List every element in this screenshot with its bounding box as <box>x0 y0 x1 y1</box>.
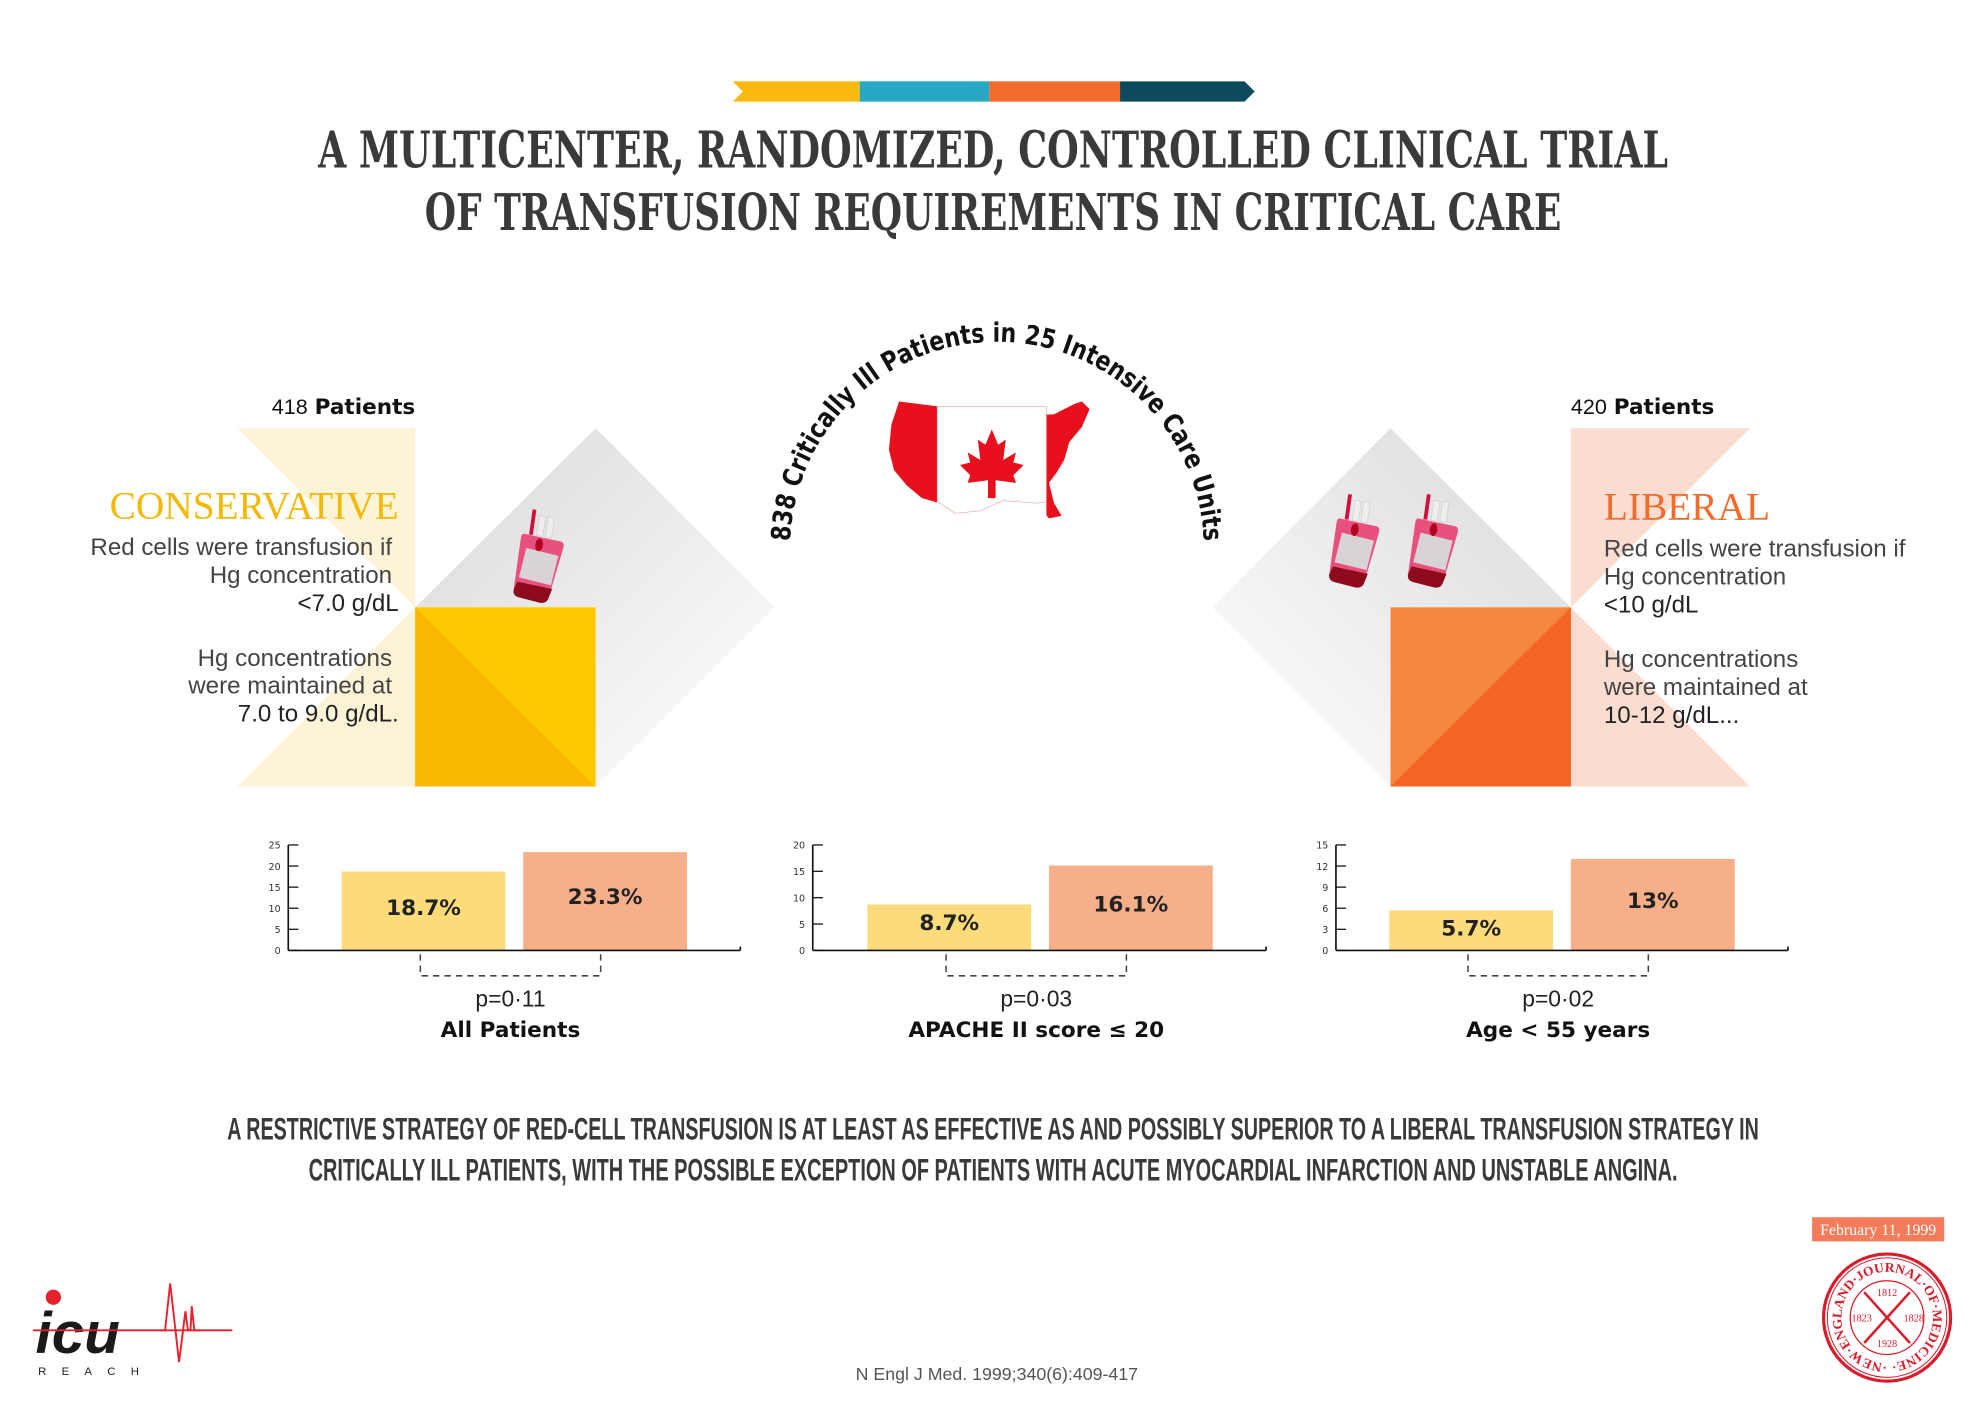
bar <box>867 904 1032 951</box>
icu-reach-logo: icu REACH <box>33 1283 233 1378</box>
bar <box>1048 865 1213 951</box>
seal-year: 1812 <box>1877 1288 1897 1299</box>
bar <box>523 852 688 951</box>
y-tick-label: 0 <box>275 946 281 957</box>
bar-value-label: 5.7% <box>1441 917 1501 942</box>
square-shade <box>1390 607 1571 787</box>
bar-value-label: 23.3% <box>568 885 643 910</box>
y-tick-label: 5 <box>275 925 281 936</box>
p-value: p=0·03 <box>1000 985 1072 1011</box>
chart-xlabel: APACHE II score ≤ 20 <box>908 1018 1164 1043</box>
conservative-panel: 418 Patients CONSERVATIVE Red cells were… <box>90 394 775 787</box>
conservative-target: Hg concentrations were maintained at 7.0… <box>187 645 398 728</box>
y-tick-label: 12 <box>1316 862 1328 873</box>
color-bar-segment <box>1120 81 1255 102</box>
bar <box>1570 859 1735 951</box>
canada-map-icon <box>888 401 1090 519</box>
conservative-criteria: Red cells were transfusion if Hg concent… <box>90 534 398 617</box>
y-tick-label: 5 <box>799 920 805 931</box>
bar-chart: 5.7% 13% 0 3 6 9 12 15 p=0·02 Age < 55 years <box>1316 841 1789 1043</box>
liberal-criteria: Red cells were transfusion if Hg concent… <box>1604 536 1912 619</box>
conclusion-line1: A RESTRICTIVE STRATEGY OF RED-CELL TRANS… <box>227 1111 1758 1147</box>
y-tick-label: 15 <box>269 883 281 894</box>
citation: N Engl J Med. 1999;340(6):409-417 <box>856 1364 1138 1384</box>
date-text: February 11, 1999 <box>1820 1222 1936 1239</box>
page-title-line2: OF TRANSFUSION REQUIREMENTS IN CRITICAL … <box>425 182 1562 242</box>
logo-text: icu <box>36 1301 120 1366</box>
logo-subtext: REACH <box>38 1366 154 1378</box>
y-tick-label: 6 <box>1322 904 1328 915</box>
seal-year: 1823 <box>1852 1313 1872 1324</box>
significance-bracket <box>1467 954 1650 977</box>
y-tick-label: 20 <box>793 841 805 852</box>
y-tick-label: 0 <box>799 946 805 957</box>
color-bar-segment <box>859 81 990 102</box>
bar-value-label: 18.7% <box>386 896 461 921</box>
conservative-backdrop <box>237 428 416 787</box>
liberal-title: LIBERAL <box>1604 485 1770 529</box>
bar-charts: 18.7% 23.3% 0 5 10 15 20 25 p=0·11 All Patients 8.… <box>269 841 1789 1043</box>
bar-value-label: 13% <box>1627 889 1679 914</box>
page-title-line1: A MULTICENTER, RANDOMIZED, CONTROLLED CL… <box>317 120 1668 180</box>
nejm-seal-logo: ·NEW·ENGLAND·JOURNAL·OF·MEDICINE· 1812 1… <box>1821 1252 1953 1383</box>
color-bar <box>732 81 1255 102</box>
seal-year: 1828 <box>1904 1313 1924 1324</box>
p-value: p=0·11 <box>475 985 545 1011</box>
bar <box>341 871 506 951</box>
significance-bracket <box>419 954 602 977</box>
liberal-target: Hg concentrations were maintained at 10-… <box>1603 646 1814 729</box>
y-tick-label: 10 <box>269 904 281 915</box>
y-tick-label: 20 <box>269 862 281 873</box>
y-tick-label: 10 <box>793 893 805 904</box>
bar-value-label: 8.7% <box>919 911 979 936</box>
y-tick-label: 25 <box>269 841 281 852</box>
conclusion-line2: CRITICALLY ILL PATIENTS, WITH THE POSSIB… <box>309 1151 1678 1187</box>
liberal-patient-count: 420 Patients <box>1571 394 1715 420</box>
square-shade <box>415 607 596 787</box>
y-tick-label: 0 <box>1322 946 1328 957</box>
y-tick-label: 15 <box>793 867 805 878</box>
bar-chart: 8.7% 16.1% 0 5 10 15 20 p=0·03 APACHE II score ≤… <box>793 841 1267 1043</box>
y-tick-label: 9 <box>1322 883 1328 894</box>
seal-year: 1928 <box>1877 1339 1897 1350</box>
conservative-title: CONSERVATIVE <box>110 483 399 527</box>
liberal-backdrop <box>1570 428 1750 787</box>
conservative-patient-count: 418 Patients <box>272 394 416 420</box>
liberal-panel: 420 Patients LIBERAL Red cells were tran… <box>1212 394 1912 787</box>
color-bar-segment <box>989 81 1121 102</box>
bar-value-label: 16.1% <box>1093 892 1168 917</box>
y-tick-label: 15 <box>1316 841 1328 852</box>
chart-xlabel: Age < 55 years <box>1466 1018 1650 1043</box>
significance-bracket <box>945 954 1128 977</box>
y-tick-label: 3 <box>1322 925 1328 936</box>
p-value: p=0·02 <box>1522 985 1594 1011</box>
color-bar-segment <box>732 81 860 102</box>
date-badge: February 11, 1999 <box>1812 1217 1945 1242</box>
chart-xlabel: All Patients <box>441 1018 581 1043</box>
bar-chart: 18.7% 23.3% 0 5 10 15 20 25 p=0·11 All Patients <box>269 841 742 1043</box>
bar <box>1389 910 1554 951</box>
